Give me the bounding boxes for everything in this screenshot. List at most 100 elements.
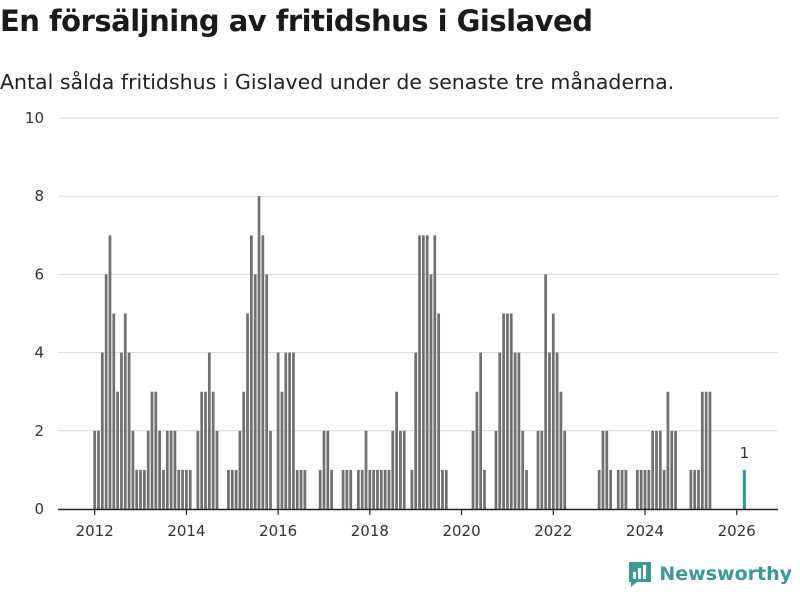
bar xyxy=(418,235,421,510)
y-tick-label: 2 xyxy=(34,422,44,440)
bar xyxy=(246,313,249,509)
bar xyxy=(655,430,658,509)
bar xyxy=(433,235,437,510)
bar xyxy=(131,430,135,509)
bar xyxy=(93,430,97,509)
x-tick-label: 2016 xyxy=(259,522,297,540)
bar xyxy=(230,469,234,509)
bar xyxy=(299,469,303,509)
bar xyxy=(441,469,444,509)
brand-name: Newsworthy xyxy=(659,563,792,585)
bar xyxy=(525,469,528,509)
bar xyxy=(360,469,364,509)
bar xyxy=(620,469,624,509)
bar xyxy=(395,391,398,509)
bar xyxy=(196,430,200,509)
bar xyxy=(181,469,184,509)
bar xyxy=(322,430,326,509)
bar xyxy=(471,430,475,509)
bar xyxy=(635,469,639,509)
y-tick-label: 0 xyxy=(34,500,44,518)
bar xyxy=(674,430,677,509)
x-axis: 2012 2014 2016 2018 2020 2022 2024 2026 xyxy=(58,508,778,540)
bar xyxy=(211,391,215,509)
bar xyxy=(326,430,330,509)
bar xyxy=(651,430,655,509)
bar xyxy=(242,391,246,509)
bar xyxy=(517,352,521,509)
bar xyxy=(303,469,307,509)
bar xyxy=(257,196,261,509)
bar xyxy=(475,391,479,509)
x-tick-label: 2014 xyxy=(167,522,205,540)
bar xyxy=(165,430,169,509)
bar xyxy=(341,469,345,509)
bar xyxy=(154,391,158,509)
bar xyxy=(368,469,372,509)
x-tick-label: 2026 xyxy=(718,522,756,540)
bar xyxy=(559,391,563,509)
bar xyxy=(540,430,544,509)
bar xyxy=(410,469,414,509)
bar xyxy=(548,352,551,509)
bar xyxy=(200,391,204,509)
bar xyxy=(643,469,647,509)
bar xyxy=(658,430,662,509)
bar xyxy=(234,469,238,509)
bar xyxy=(704,391,708,509)
bar xyxy=(391,430,395,509)
chart-title: En försäljning av fritidshus i Gislaved xyxy=(0,4,593,38)
bar xyxy=(142,469,146,509)
bar xyxy=(292,352,295,509)
bar xyxy=(479,352,483,509)
bar xyxy=(444,469,448,509)
bar xyxy=(513,352,517,509)
bar xyxy=(555,352,559,509)
bar xyxy=(616,469,620,509)
y-tick-label: 6 xyxy=(34,265,44,283)
bar xyxy=(150,391,154,509)
bar xyxy=(605,430,609,509)
bar xyxy=(139,469,142,509)
bar xyxy=(624,469,628,509)
bar xyxy=(188,469,192,509)
bar xyxy=(502,313,505,509)
bar xyxy=(697,469,700,509)
bar xyxy=(104,274,108,509)
x-tick-label: 2020 xyxy=(442,522,480,540)
bar xyxy=(127,352,131,509)
bar xyxy=(123,313,127,509)
bar xyxy=(551,313,555,509)
bar xyxy=(158,430,162,509)
bar xyxy=(498,352,502,509)
bar xyxy=(318,469,322,509)
bar xyxy=(414,352,418,509)
bar xyxy=(265,274,269,509)
bar xyxy=(421,235,425,510)
bar xyxy=(387,469,391,509)
bar xyxy=(330,469,334,509)
bar xyxy=(425,235,429,510)
x-tick-label: 2018 xyxy=(351,522,389,540)
bar xyxy=(708,391,712,509)
bar xyxy=(689,469,693,509)
bar xyxy=(364,430,368,509)
data-label: 1 xyxy=(740,444,750,462)
bar xyxy=(429,274,433,509)
bar xyxy=(112,313,116,509)
y-tick-label: 4 xyxy=(34,344,44,362)
grid-lines xyxy=(58,117,778,432)
bar xyxy=(647,469,651,509)
bar xyxy=(269,430,272,509)
bar xyxy=(399,430,402,509)
x-tick-label: 2024 xyxy=(626,522,664,540)
bar xyxy=(506,313,509,509)
bar xyxy=(108,235,112,510)
bar xyxy=(494,430,498,509)
bar xyxy=(162,469,165,509)
y-axis: 0 2 4 6 8 10 xyxy=(25,109,44,518)
data-labels: 1 xyxy=(740,444,750,462)
bar xyxy=(379,469,383,509)
bar xyxy=(295,469,299,509)
bar xyxy=(666,391,670,509)
